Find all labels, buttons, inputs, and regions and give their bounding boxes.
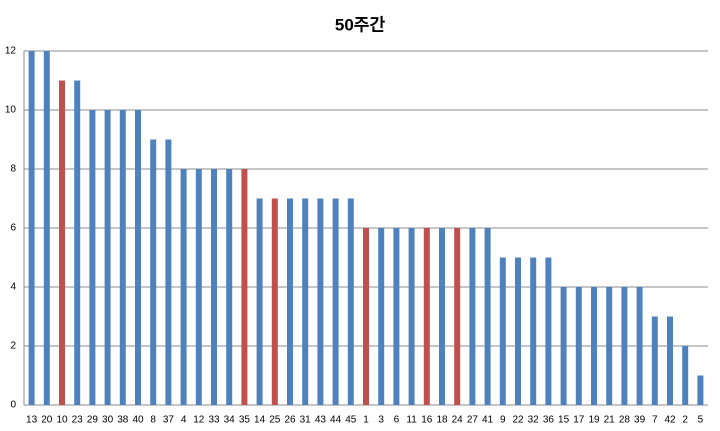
x-tick-label: 22 <box>512 415 524 426</box>
x-tick-label: 26 <box>284 415 296 426</box>
y-tick-label: 10 <box>5 105 17 116</box>
bar <box>560 287 567 405</box>
x-tick-label: 21 <box>604 415 616 426</box>
bar <box>317 198 324 405</box>
x-tick-label: 4 <box>181 415 187 426</box>
bar <box>591 287 597 405</box>
bar <box>119 110 126 405</box>
x-tick-label: 7 <box>652 415 658 426</box>
x-tick-label: 36 <box>543 415 555 426</box>
bar <box>393 228 400 405</box>
bar <box>363 228 369 405</box>
x-tick-label: 17 <box>573 415 585 426</box>
bar <box>256 198 263 405</box>
x-tick-label: 15 <box>558 415 570 426</box>
bar <box>515 257 521 405</box>
x-tick-label: 5 <box>698 415 704 426</box>
bar <box>150 139 157 405</box>
x-tick-label: 3 <box>378 415 384 426</box>
bar <box>545 257 552 405</box>
x-tick-label: 33 <box>208 415 220 426</box>
x-tick-label: 6 <box>394 415 400 426</box>
bar <box>89 110 96 405</box>
bar <box>59 80 65 405</box>
bar <box>226 169 233 405</box>
x-tick-label: 23 <box>72 415 84 426</box>
bar <box>378 228 385 405</box>
y-tick-label: 0 <box>10 400 16 411</box>
chart-title: 50주간 <box>335 15 386 34</box>
x-tick-label: 37 <box>163 415 175 426</box>
bar <box>651 316 658 405</box>
x-tick-label: 34 <box>224 415 236 426</box>
bar <box>271 198 278 405</box>
x-tick-label: 42 <box>664 415 676 426</box>
x-tick-label: 29 <box>87 415 99 426</box>
x-tick-label: 24 <box>452 415 464 426</box>
bar <box>454 228 461 405</box>
bar <box>135 110 141 405</box>
x-tick-label: 30 <box>102 415 114 426</box>
x-tick-label: 41 <box>482 415 494 426</box>
bar <box>28 51 35 405</box>
x-tick-label: 14 <box>254 415 266 426</box>
bar <box>287 198 293 405</box>
bar <box>439 228 445 405</box>
bar <box>195 169 202 405</box>
x-tick-label: 20 <box>41 415 53 426</box>
x-tick-label: 13 <box>26 415 38 426</box>
bar <box>408 228 415 405</box>
bar <box>530 257 537 405</box>
x-tick-label: 38 <box>117 415 129 426</box>
x-tick-label: 18 <box>436 415 448 426</box>
x-tick-label: 2 <box>682 415 688 426</box>
bar <box>211 169 217 405</box>
bar <box>302 198 309 405</box>
x-tick-label: 16 <box>421 415 433 426</box>
bar <box>423 228 430 405</box>
bar <box>606 287 613 405</box>
x-tick-label: 19 <box>588 415 600 426</box>
bar <box>575 287 582 405</box>
bar <box>43 51 50 405</box>
bar <box>621 287 628 405</box>
x-tick-label: 32 <box>528 415 540 426</box>
bar <box>165 139 172 405</box>
y-tick-label: 2 <box>10 341 16 352</box>
x-tick-label: 43 <box>315 415 327 426</box>
x-tick-label: 27 <box>467 415 479 426</box>
x-tick-label: 12 <box>193 415 205 426</box>
bar <box>347 198 354 405</box>
bar <box>682 346 689 405</box>
bar <box>74 80 81 405</box>
bar <box>636 287 643 405</box>
x-tick-label: 39 <box>634 415 646 426</box>
y-tick-label: 4 <box>10 282 16 293</box>
x-tick-label: 28 <box>619 415 631 426</box>
x-tick-label: 1 <box>363 415 369 426</box>
x-tick-label: 35 <box>239 415 251 426</box>
bar <box>469 228 476 405</box>
bar <box>180 169 187 405</box>
x-tick-label: 44 <box>330 415 342 426</box>
bar <box>697 375 704 405</box>
x-tick-label: 9 <box>500 415 506 426</box>
x-tick-label: 10 <box>56 415 68 426</box>
bar <box>484 228 491 405</box>
bar <box>104 110 111 405</box>
x-tick-label: 45 <box>345 415 357 426</box>
bar <box>499 257 506 405</box>
x-tick-label: 25 <box>269 415 281 426</box>
x-tick-label: 11 <box>406 415 417 426</box>
bar <box>241 169 248 405</box>
y-tick-label: 12 <box>5 46 17 57</box>
y-tick-label: 8 <box>10 164 16 175</box>
x-tick-label: 31 <box>300 415 312 426</box>
y-tick-label: 6 <box>10 223 16 234</box>
bar <box>667 316 673 405</box>
x-tick-label: 8 <box>150 415 156 426</box>
bar <box>332 198 339 405</box>
x-tick-label: 40 <box>132 415 144 426</box>
